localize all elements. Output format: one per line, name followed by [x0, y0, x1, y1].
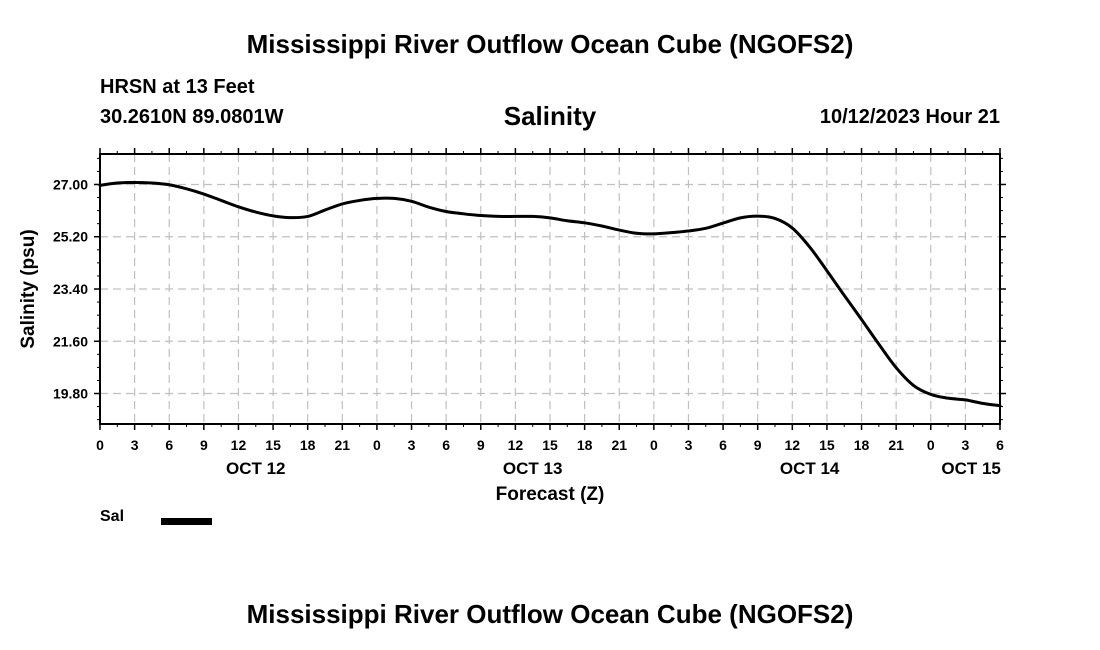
y-tick-label: 23.40 [53, 281, 88, 297]
x-tick-label: 21 [888, 437, 904, 453]
y-axis-label: Salinity (psu) [18, 229, 39, 348]
x-tick-label: 0 [927, 437, 935, 453]
x-tick-label: 9 [200, 437, 208, 453]
chart-title: Salinity [503, 101, 597, 131]
x-tick-label: 6 [165, 437, 173, 453]
x-tick-label: 0 [373, 437, 381, 453]
footer-title: Mississippi River Outflow Ocean Cube (NG… [246, 599, 854, 629]
legend-line-swatch [161, 518, 212, 525]
x-tick-label: 18 [577, 437, 593, 453]
x-tick-label: 12 [231, 437, 247, 453]
x-tick-label: 3 [685, 437, 693, 453]
forecast-timestamp: 10/12/2023 Hour 21 [819, 106, 1000, 128]
x-tick-label: 0 [650, 437, 658, 453]
page-title: Mississippi River Outflow Ocean Cube (NG… [246, 29, 854, 59]
salinity-chart: 0 3 6 9 12 15 18 21 0 3 6 9 12 15 18 21 0 3 6 9 12 15 18 21 0 3 6 1… [18, 148, 1006, 505]
x-tick-label: 6 [996, 437, 1004, 453]
station-label: HRSN at 13 Feet [100, 76, 255, 98]
y-tick-label: 27.00 [53, 176, 88, 192]
x-tick-label: 15 [542, 437, 558, 453]
x-tick-label: 3 [408, 437, 416, 453]
x-tick-label: 6 [442, 437, 450, 453]
legend-label: Sal [100, 508, 125, 525]
station-coordinates: 30.2610N 89.0801W [100, 106, 284, 128]
x-tick-label: 0 [96, 437, 104, 453]
x-tick-label: 9 [477, 437, 485, 453]
x-tick-label: 12 [785, 437, 801, 453]
x-tick-label: 18 [300, 437, 316, 453]
x-tick-label: 12 [508, 437, 524, 453]
x-tick-label: 9 [754, 437, 762, 453]
x-tick-label: 6 [719, 437, 727, 453]
x-tick-label: 3 [961, 437, 969, 453]
x-date-label: OCT 14 [780, 459, 840, 478]
x-tick-label: 18 [854, 437, 870, 453]
x-date-label: OCT 13 [503, 459, 563, 478]
x-tick-label: 21 [335, 437, 351, 453]
plot-frame [99, 153, 1001, 425]
y-tick-label: 21.60 [53, 333, 88, 349]
x-date-label: OCT 15 [941, 459, 1001, 478]
y-tick-label: 19.80 [53, 386, 88, 402]
x-date-label: OCT 12 [226, 459, 286, 478]
x-tick-label: 21 [611, 437, 627, 453]
x-axis-label: Forecast (Z) [496, 484, 605, 505]
y-tick-label: 25.20 [53, 229, 88, 245]
x-tick-label: 15 [265, 437, 281, 453]
series-line-salinity [98, 180, 1002, 408]
x-tick-label: 3 [131, 437, 139, 453]
x-tick-label: 15 [819, 437, 835, 453]
